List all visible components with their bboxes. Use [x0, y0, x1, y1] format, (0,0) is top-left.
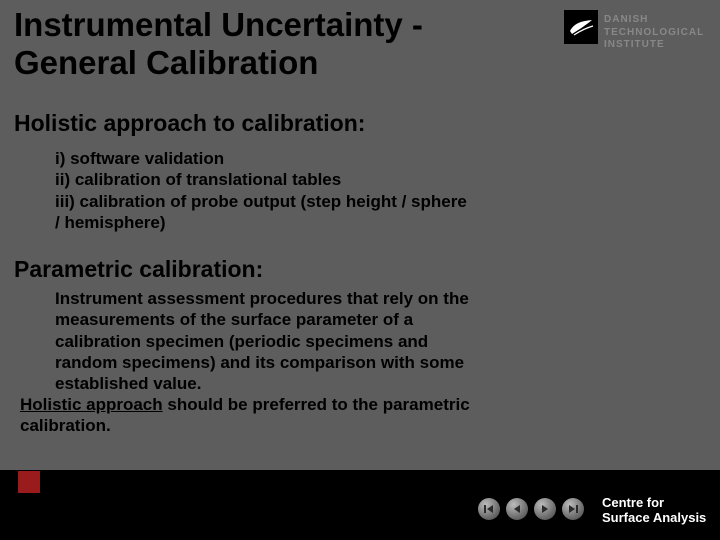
preference-note: Holistic approach should be preferred to… — [20, 394, 480, 437]
logo-line-1: DANISH — [604, 14, 648, 25]
last-slide-button[interactable] — [562, 498, 584, 520]
prev-slide-button[interactable] — [506, 498, 528, 520]
title-line-1: Instrumental Uncertainty - — [14, 6, 423, 43]
first-slide-button[interactable] — [478, 498, 500, 520]
title-line-2: General Calibration — [14, 44, 318, 81]
list-item: ii) calibration of translational tables — [55, 169, 475, 190]
footer-line-1: Centre for — [602, 495, 664, 510]
subheading-parametric: Parametric calibration: — [14, 256, 263, 283]
slide-title: Instrumental Uncertainty - General Calib… — [14, 6, 423, 82]
parametric-paragraph: Instrument assessment procedures that re… — [55, 288, 485, 394]
list-item: i) software validation — [55, 148, 475, 169]
footer-line-2: Surface Analysis — [602, 510, 706, 525]
footer-centre-text: Centre for Surface Analysis — [602, 495, 706, 526]
next-slide-button[interactable] — [534, 498, 556, 520]
nav-buttons — [478, 498, 584, 520]
accent-square — [18, 471, 40, 493]
subheading-holistic: Holistic approach to calibration: — [14, 110, 365, 137]
list-item: iii) calibration of probe output (step h… — [55, 191, 475, 234]
institute-logo-text: DANISH TECHNOLOGICAL INSTITUTE — [604, 14, 708, 52]
holistic-list: i) software validation ii) calibration o… — [55, 148, 475, 233]
slide: Instrumental Uncertainty - General Calib… — [0, 0, 720, 540]
institute-logo-icon — [564, 10, 598, 44]
logo-line-2: TECHNOLOGICAL — [604, 27, 704, 38]
preference-underlined: Holistic approach — [20, 395, 163, 414]
logo-line-3: INSTITUTE — [604, 39, 665, 50]
